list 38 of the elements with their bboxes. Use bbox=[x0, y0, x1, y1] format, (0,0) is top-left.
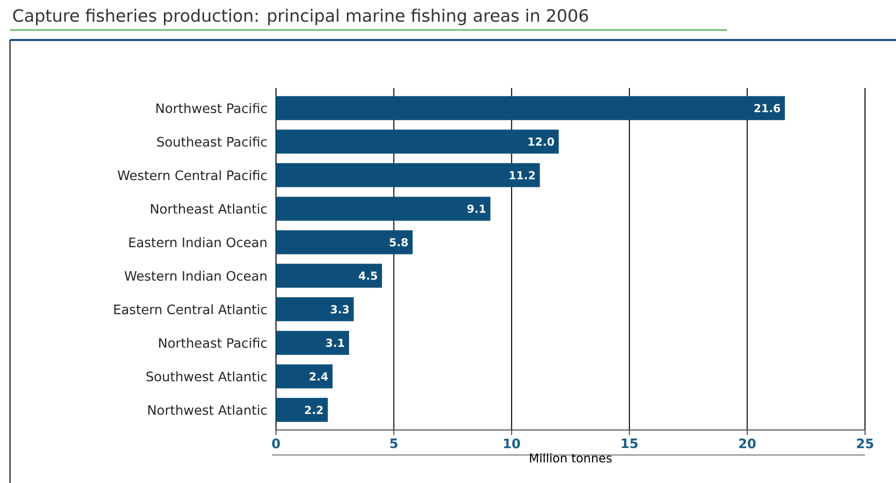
data-label: 2.4 bbox=[310, 372, 328, 380]
y-tick-label: Northwest Atlantic bbox=[148, 404, 267, 415]
y-tick-label: Western Indian Ocean bbox=[124, 270, 266, 281]
bar bbox=[276, 297, 354, 322]
data-label: 21.6 bbox=[754, 104, 780, 112]
x-tick-label: 0 bbox=[272, 438, 280, 448]
y-tick-label: Eastern Indian Ocean bbox=[129, 237, 266, 248]
chart-title: Capture fisheries production: principal marine fishing areas in 2006 bbox=[13, 8, 588, 26]
bar bbox=[276, 398, 328, 422]
bar bbox=[276, 163, 540, 188]
y-tick-label: Northwest Pacific bbox=[156, 103, 267, 114]
bar bbox=[276, 96, 785, 120]
y-tick-label: Western Central Pacific bbox=[118, 170, 267, 180]
bar bbox=[276, 264, 382, 288]
y-tick-label: Southeast Pacific bbox=[157, 136, 267, 147]
data-label: 2.2 bbox=[305, 406, 323, 414]
data-label: 4.5 bbox=[358, 272, 378, 280]
y-tick-label: Eastern Central Atlantic bbox=[114, 304, 267, 314]
data-label: 5.8 bbox=[390, 238, 408, 246]
x-tick-label: 10 bbox=[504, 438, 520, 448]
y-tick-label: Northeast Atlantic bbox=[150, 204, 267, 214]
y-tick-label: Southwest Atlantic bbox=[146, 371, 267, 382]
data-label: 3.3 bbox=[330, 305, 349, 314]
bar bbox=[276, 196, 490, 221]
data-label: 3.1 bbox=[326, 338, 344, 347]
data-label: 12.0 bbox=[528, 137, 554, 146]
y-tick-label: Northeast Pacific bbox=[159, 338, 267, 348]
x-tick-label: 20 bbox=[739, 438, 756, 448]
bar bbox=[276, 364, 333, 388]
bar bbox=[276, 330, 350, 355]
bar bbox=[276, 130, 559, 154]
x-tick-label: 5 bbox=[390, 438, 398, 448]
x-tick-label: 25 bbox=[856, 438, 874, 448]
x-axis-title: Million tonnes bbox=[530, 453, 612, 463]
bar bbox=[276, 230, 413, 254]
data-label: 11.2 bbox=[510, 171, 535, 180]
data-label: 9.1 bbox=[467, 204, 486, 213]
x-tick-label: 15 bbox=[622, 438, 638, 448]
